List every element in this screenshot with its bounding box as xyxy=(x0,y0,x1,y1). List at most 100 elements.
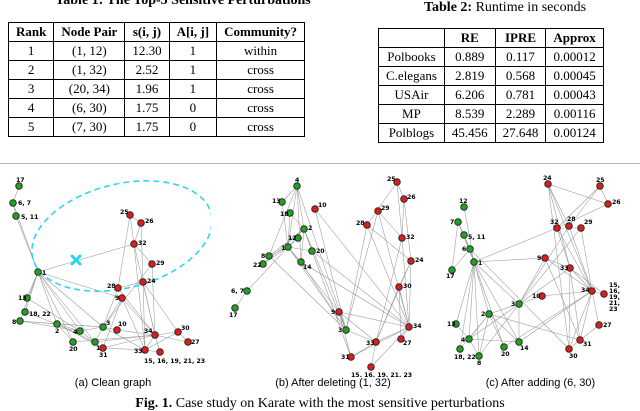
graph-node xyxy=(23,294,31,302)
graph-node-label: 31 xyxy=(341,354,350,361)
graph-node xyxy=(541,254,549,262)
table-cell: 2.819 xyxy=(443,66,496,86)
graph-node-label: 17 xyxy=(229,312,238,319)
graph-node xyxy=(347,353,355,361)
graph-node-label: 29 xyxy=(381,205,390,212)
graph-after-adding: 12 7 5, 11 6 1 17 13 2 3 4 18, 22 8 20 14 24 25 26 32 28 29… xyxy=(444,172,639,377)
graph-edge xyxy=(401,237,410,328)
graph-node-label: 6 xyxy=(462,246,466,253)
graph-node-label: 1 xyxy=(281,245,285,252)
graph-edge xyxy=(455,261,475,325)
graph-edge xyxy=(338,311,410,328)
graph-node xyxy=(407,257,415,265)
table-cell: 8.539 xyxy=(443,104,496,124)
graph-edge xyxy=(366,224,412,262)
graph-node xyxy=(148,260,156,268)
table1-caption: Table 1: The Top-5 Sensitive Perturbatio… xyxy=(8,0,358,9)
graph-node-label: 25 xyxy=(387,176,396,183)
graph-edge xyxy=(268,185,298,257)
graph-edge xyxy=(377,210,410,328)
graph-edge xyxy=(350,326,410,358)
graph-node xyxy=(174,328,182,336)
column-header: IPRE xyxy=(494,28,547,48)
graph-node xyxy=(231,304,239,312)
graph-node-label: 33 xyxy=(134,348,143,355)
table-cell: 1.75 xyxy=(124,98,170,118)
graph-edge xyxy=(300,261,347,331)
graph-edge xyxy=(469,248,570,350)
graph-node xyxy=(588,287,596,295)
graph-edge xyxy=(133,243,153,265)
graph-edge xyxy=(72,334,156,343)
table-cell: 0 xyxy=(168,117,218,137)
graph-node-label: 29 xyxy=(156,260,165,267)
table-cell: 0.117 xyxy=(494,47,547,67)
sensitive-perturbations-table: Rank Node Pair s(i, j) A[i, j] Community? 1(… xyxy=(7,22,306,137)
graph-edge xyxy=(569,267,605,295)
graph-node xyxy=(454,218,462,226)
table-cell: 2.289 xyxy=(494,104,547,124)
graph-edge xyxy=(488,313,505,348)
graph-edge xyxy=(579,290,593,341)
table-cell: 5 xyxy=(7,117,55,137)
graph-node xyxy=(34,268,42,276)
table-cell: cross xyxy=(216,117,306,137)
graph-node-label: 25 xyxy=(120,209,129,216)
graph-node-label: 24 xyxy=(147,278,156,285)
graph-edge xyxy=(246,246,289,292)
graph-node-label: 29 xyxy=(584,219,593,226)
graph-node xyxy=(118,294,126,302)
graph-node-label: 10 xyxy=(318,202,327,209)
graph-node xyxy=(311,205,319,213)
graph-edge xyxy=(403,198,412,262)
graph-node-label: 30 xyxy=(181,325,190,332)
graph-edge xyxy=(154,331,179,336)
table-cell: 0.781 xyxy=(494,85,547,105)
column-header: Rank xyxy=(7,22,55,42)
table-row: Polbooks 0.889 0.117 0.00012 xyxy=(378,47,604,67)
graph-node xyxy=(342,326,350,334)
graph-edge xyxy=(117,214,131,289)
graph-edge xyxy=(375,326,410,343)
graph-node-label: 22 xyxy=(253,262,262,269)
graph-node xyxy=(265,252,273,260)
graph-node xyxy=(576,336,584,344)
graph-edge xyxy=(518,257,546,305)
graph-node xyxy=(363,221,371,229)
graph-edge xyxy=(547,183,570,227)
graph-edge xyxy=(468,261,475,340)
graph-node xyxy=(397,335,405,343)
graph-node xyxy=(184,338,192,346)
table2-header-row: RE IPRE Approx xyxy=(378,28,604,48)
graph-edge xyxy=(142,281,146,351)
graph-node xyxy=(69,338,77,346)
graph-node xyxy=(515,338,523,346)
graph-edge xyxy=(338,311,377,343)
graph-node-label: 31 xyxy=(583,341,592,348)
graph-node xyxy=(595,321,603,329)
graph-node xyxy=(596,182,604,190)
table-cell: 27.648 xyxy=(494,123,547,143)
graph-edge xyxy=(300,261,410,328)
graph-node xyxy=(515,300,523,308)
graph-node-label: 1 xyxy=(478,260,482,267)
table-cell: 1 xyxy=(168,41,218,61)
graph-edge xyxy=(19,320,104,328)
graph-node-label: 12 xyxy=(459,198,468,205)
graph-node-label: 17 xyxy=(16,177,25,184)
graph-node xyxy=(544,180,552,188)
graph-edge xyxy=(26,297,81,332)
table-row: USAir 6.206 0.781 0.00043 xyxy=(378,85,604,105)
graph-edge xyxy=(287,246,347,331)
graph-node-label: 3 xyxy=(338,327,342,334)
column-header: RE xyxy=(443,28,496,48)
graph-edge xyxy=(121,297,156,336)
graph-node-label: 13 xyxy=(447,321,456,328)
graph-edge xyxy=(102,297,123,328)
graph-node-label: 8 xyxy=(261,253,265,260)
column-header: Node Pair xyxy=(53,22,126,42)
table2-caption-text: Runtime in seconds xyxy=(472,0,587,15)
graph-edge xyxy=(102,287,119,328)
table-cell: (6, 30) xyxy=(53,98,126,118)
graph-node-label: 1 xyxy=(42,270,46,277)
